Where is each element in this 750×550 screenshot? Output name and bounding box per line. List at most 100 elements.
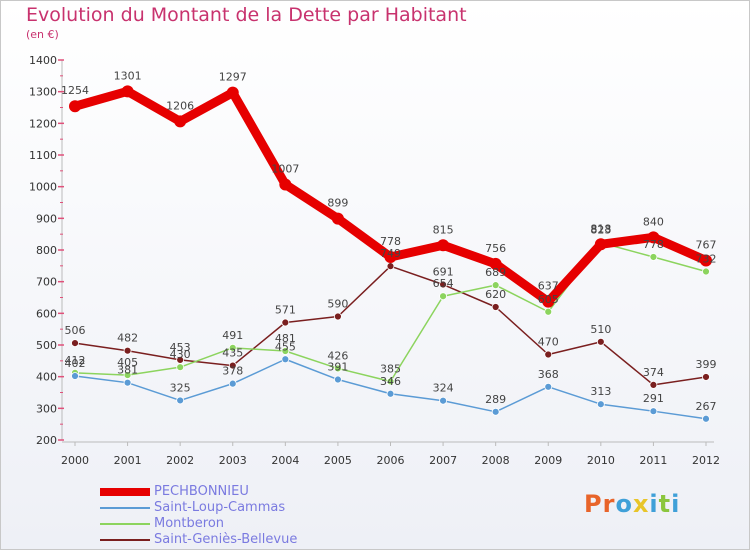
x-tick-label: 2010 xyxy=(587,454,615,467)
series-point-3 xyxy=(491,303,500,311)
x-tick-label: 2006 xyxy=(377,454,405,467)
series-point-1 xyxy=(334,375,342,384)
data-label: 823 xyxy=(590,224,611,237)
series-point-3 xyxy=(544,350,553,359)
data-label: 325 xyxy=(170,381,191,394)
x-tick-label: 2000 xyxy=(61,454,89,467)
data-label: 491 xyxy=(222,329,243,342)
series-point-1 xyxy=(544,382,553,391)
y-tick-label: 500 xyxy=(36,339,57,352)
series-point-2 xyxy=(228,343,237,352)
logo-letter: P xyxy=(584,490,603,518)
logo-letter: t xyxy=(658,490,672,518)
series-point-1 xyxy=(649,407,658,416)
x-tick-label: 2003 xyxy=(219,454,247,467)
data-label: 637 xyxy=(538,280,559,293)
y-tick-label: 800 xyxy=(36,244,57,257)
series-point-1 xyxy=(228,379,237,388)
x-tick-label: 2012 xyxy=(692,454,720,467)
series-point-2 xyxy=(439,292,447,301)
series-point-0 xyxy=(69,100,81,113)
series-point-1 xyxy=(386,389,395,398)
data-label: 412 xyxy=(65,354,86,367)
y-tick-label: 1000 xyxy=(29,181,57,194)
legend-item: PECHBONNIEU xyxy=(100,484,400,500)
data-label: 368 xyxy=(538,368,559,381)
data-label: 749 xyxy=(380,247,401,260)
data-label: 605 xyxy=(538,293,559,306)
data-label: 291 xyxy=(643,392,664,405)
series-point-2 xyxy=(386,377,395,386)
data-label: 374 xyxy=(643,366,664,379)
data-label: 481 xyxy=(275,332,296,345)
data-label: 1206 xyxy=(166,99,194,112)
y-tick-label: 1400 xyxy=(29,54,57,67)
legend-label: Saint-Geniès-Bellevue xyxy=(154,532,298,547)
data-label: 571 xyxy=(275,304,296,317)
data-label: 1254 xyxy=(61,84,89,97)
data-label: 1007 xyxy=(271,162,299,175)
data-label: 778 xyxy=(380,235,401,248)
data-label: 691 xyxy=(433,266,454,279)
series-point-3 xyxy=(281,318,290,327)
series-point-2 xyxy=(702,267,710,276)
logo-letter: i xyxy=(671,490,681,518)
series-point-0 xyxy=(384,250,397,263)
series-point-0 xyxy=(542,295,555,308)
legend-item: Montberon xyxy=(100,516,400,532)
legend-label: Montberon xyxy=(154,516,225,531)
data-label: 426 xyxy=(327,349,348,362)
data-label: 391 xyxy=(327,361,348,374)
data-label: 405 xyxy=(117,356,138,369)
legend-swatch xyxy=(100,488,150,496)
logo-letter: o xyxy=(615,490,633,518)
data-label: 381 xyxy=(117,364,138,377)
series-point-3 xyxy=(702,373,710,381)
series-point-1 xyxy=(281,355,290,364)
y-tick-label: 300 xyxy=(36,402,57,415)
data-label: 482 xyxy=(117,332,138,345)
data-label: 590 xyxy=(327,298,348,311)
series-point-1 xyxy=(123,378,132,387)
series-point-3 xyxy=(228,361,237,370)
data-label: 470 xyxy=(538,336,559,349)
data-label: 289 xyxy=(485,393,506,406)
series-point-0 xyxy=(226,86,239,99)
data-label: 620 xyxy=(485,288,506,301)
data-label: 378 xyxy=(222,365,243,378)
legend-label: Saint-Loup-Cammas xyxy=(154,500,286,515)
series-point-0 xyxy=(279,178,292,191)
legend-swatch xyxy=(100,523,150,525)
legend-swatch xyxy=(100,539,150,541)
series-point-0 xyxy=(594,238,607,251)
data-label: 402 xyxy=(65,357,86,370)
chart-subtitle: (en €) xyxy=(26,28,59,41)
logo-letter: i xyxy=(649,490,659,518)
data-label: 1301 xyxy=(114,69,142,82)
data-label: 654 xyxy=(433,277,454,290)
series-point-2 xyxy=(491,281,500,290)
series-point-0 xyxy=(174,115,187,128)
data-label: 430 xyxy=(170,348,191,361)
series-point-0 xyxy=(331,212,344,225)
series-point-0 xyxy=(647,231,660,244)
series-point-3 xyxy=(334,312,342,321)
legend-item: Saint-Geniès-Bellevue xyxy=(100,532,400,548)
series-point-0 xyxy=(489,257,502,270)
series-point-1 xyxy=(439,396,447,405)
logo-letter: r xyxy=(602,490,616,518)
data-label: 313 xyxy=(590,385,611,398)
y-tick-label: 700 xyxy=(36,276,57,289)
series-point-3 xyxy=(123,346,132,355)
y-tick-label: 400 xyxy=(36,371,57,384)
series-point-0 xyxy=(700,254,712,267)
series-point-3 xyxy=(71,339,79,348)
y-tick-label: 900 xyxy=(36,212,57,225)
series-point-2 xyxy=(123,371,132,379)
data-label: 385 xyxy=(380,362,401,375)
data-label: 399 xyxy=(696,358,717,371)
series-point-3 xyxy=(649,380,658,389)
x-tick-label: 2005 xyxy=(324,454,352,467)
y-tick-label: 600 xyxy=(36,307,57,320)
